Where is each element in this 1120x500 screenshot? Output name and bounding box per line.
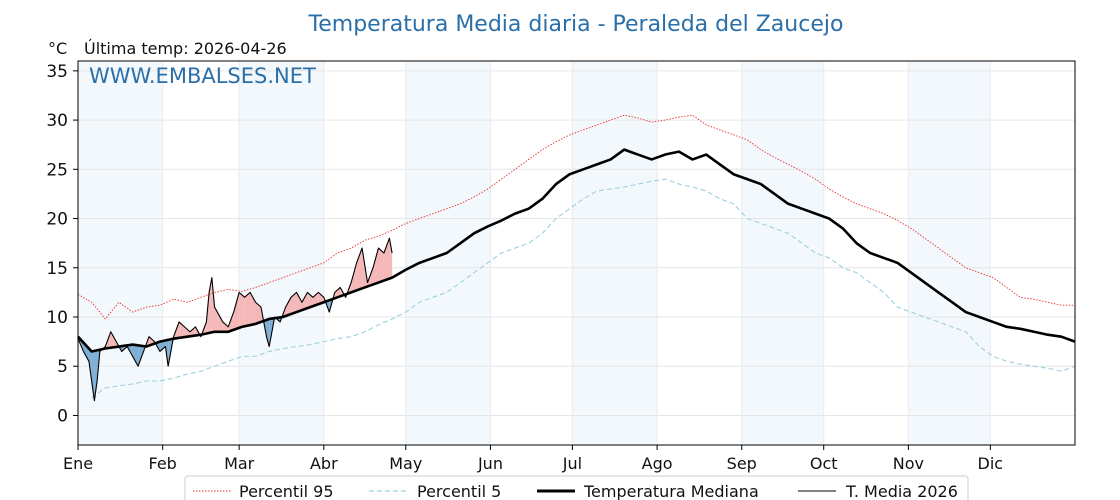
warm-anomaly-fill: [110, 331, 117, 348]
month-band-nov: [908, 61, 991, 445]
warm-anomaly-fill: [233, 292, 240, 330]
cold-anomaly-fill: [91, 350, 95, 401]
x-tick-label-jul: Jul: [562, 454, 582, 473]
warm-anomaly-fill: [222, 321, 229, 332]
watermark: WWW.EMBALSES.NET: [89, 64, 316, 88]
y-tick-label: 10: [46, 308, 68, 328]
y-tick-label: 35: [46, 62, 68, 82]
x-tick-label-abr: Abr: [310, 454, 338, 473]
legend: Percentil 95 Percentil 5 Temperatura Med…: [184, 475, 969, 500]
y-tick-label: 0: [57, 406, 68, 426]
series-percentil-95: [77, 114, 1075, 320]
legend-label-median: Temperatura Mediana: [583, 482, 759, 500]
warm-anomaly-fill: [301, 292, 308, 311]
warm-anomaly-fill: [291, 292, 297, 315]
warm-anomaly-fill: [189, 326, 196, 337]
cold-anomaly-fill: [269, 318, 272, 347]
warm-anomaly-fill: [214, 307, 218, 332]
x-tick-label-jun: Jun: [477, 454, 503, 473]
x-tick-label-feb: Feb: [149, 454, 177, 473]
warm-anomaly-fill: [244, 292, 251, 327]
series-t-media-2026: [77, 237, 393, 402]
x-tick-label-dic: Dic: [978, 454, 1004, 473]
chart-title: Temperatura Media diaria - Peraleda del …: [308, 12, 844, 37]
warm-anomaly-fill: [356, 248, 363, 291]
series-lines: [77, 114, 1076, 402]
warm-anomaly-fill: [217, 312, 223, 332]
y-tick-label: 25: [46, 160, 68, 180]
y-tick-label: 5: [57, 357, 68, 377]
x-axis-ticks: Ene Feb Mar Abr May Jun Jul Ago Sep Oct Nov Dic: [63, 445, 1003, 473]
series-temperatura-mediana: [77, 148, 1076, 353]
warm-anomaly-fill: [318, 292, 324, 305]
plot-frame: [77, 60, 1076, 446]
y-tick-label: 15: [46, 259, 68, 279]
month-band-ene: [78, 61, 163, 445]
x-tick-label-may: May: [389, 454, 422, 473]
warm-anomaly-fill: [389, 238, 393, 279]
legend-label-2026: T. Media 2026: [845, 482, 958, 500]
cold-anomaly-fill: [266, 318, 270, 347]
cold-anomaly-fill: [132, 344, 139, 367]
x-tick-label-sep: Sep: [727, 454, 757, 473]
warm-anomaly-fill: [383, 238, 390, 281]
y-tick-label: 20: [46, 210, 68, 230]
month-band-mar: [239, 61, 324, 445]
legend-label-p5: Percentil 5: [417, 482, 501, 500]
month-band-sep: [741, 61, 824, 445]
warm-anomaly-fill: [351, 262, 357, 293]
warm-anomaly-fill: [184, 326, 190, 338]
cold-anomaly-fill: [94, 350, 98, 401]
x-tick-label-nov: Nov: [893, 454, 924, 473]
legend-label-p95: Percentil 95: [239, 482, 334, 500]
warm-anomaly-fill: [255, 302, 262, 324]
y-axis-ticks: 0 5 10 15 20 25 30 35: [46, 62, 78, 426]
x-tick-label-ene: Ene: [63, 454, 93, 473]
month-band-jul: [572, 61, 658, 445]
warm-anomaly-fill: [239, 292, 245, 328]
x-tick-label-ago: Ago: [642, 454, 673, 473]
y-tick-label: 30: [46, 111, 68, 131]
unit-label: °C: [48, 39, 67, 58]
legend-box: [184, 475, 969, 500]
x-tick-label-oct: Oct: [810, 454, 838, 473]
warm-anomaly-fill: [211, 277, 215, 333]
series-percentil-5: [91, 178, 1076, 399]
warm-anomaly-fill: [378, 248, 384, 283]
warm-anomaly-fill: [312, 292, 319, 307]
x-tick-label-mar: Mar: [224, 454, 255, 473]
warm-anomaly-fill: [373, 248, 379, 285]
warm-anomaly-fill: [285, 297, 292, 317]
month-bands: [78, 61, 991, 445]
cold-anomaly-fill: [159, 340, 166, 352]
last-temp-label: Última temp: 2026-04-26: [84, 39, 287, 58]
anomaly-fills: [78, 238, 393, 401]
warm-anomaly-fill: [296, 292, 302, 313]
grid-lines: [77, 61, 1075, 445]
